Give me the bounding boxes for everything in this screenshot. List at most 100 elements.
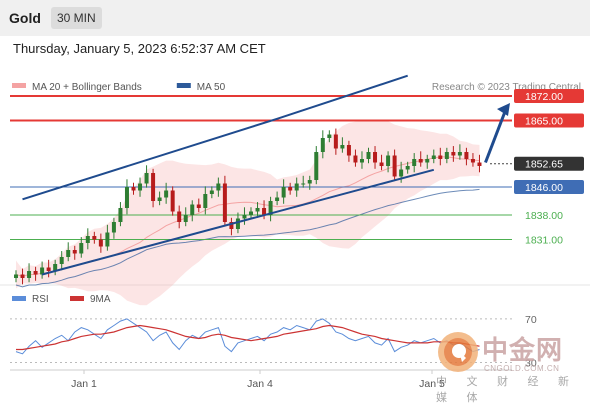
legend-label-0: MA 20 + Bollinger Bands [32, 82, 142, 93]
candle-body [366, 152, 371, 159]
candle-body [359, 159, 364, 163]
candle-body [255, 208, 260, 212]
candle-body [190, 204, 195, 215]
candle-body [307, 180, 312, 184]
candle-body [216, 183, 221, 191]
candle-body [320, 138, 325, 152]
candle-body [229, 222, 234, 229]
candle-body [105, 232, 110, 247]
chart-credit: Research © 2023 Trading Central [432, 82, 581, 93]
candle-body [288, 187, 293, 191]
rsi-level-label-0: 70 [525, 314, 537, 326]
candle-body [249, 211, 253, 215]
candle-body [170, 190, 175, 212]
rsi-legend-label-1: 9MA [90, 294, 111, 305]
candle-body [209, 190, 214, 194]
candle-body [183, 215, 188, 222]
candle-body [327, 134, 332, 138]
watermark-brand: 中金网 [482, 336, 564, 366]
level-tag-3 [514, 180, 584, 194]
x-tick-label-2: Jan 5 [419, 378, 445, 390]
candle-body [399, 169, 404, 177]
candle-body [14, 274, 18, 278]
candle-body [275, 197, 280, 201]
rsi-ma-line [16, 324, 480, 351]
candle-body [242, 215, 247, 219]
cngold-logo-icon [438, 332, 478, 372]
candle-body [477, 162, 482, 166]
candle-body [451, 152, 456, 156]
level-label-5: 1831.00 [525, 235, 563, 247]
timeframe-button[interactable]: 30 MIN [51, 7, 102, 29]
legend-swatch-0 [12, 83, 26, 88]
candle-body [294, 183, 299, 191]
candle-body [268, 201, 273, 215]
candle-body [203, 194, 208, 208]
candle-body [418, 159, 423, 163]
candle-body [464, 152, 469, 159]
candle-body [405, 166, 410, 170]
candle-body [40, 267, 45, 275]
level-tag-0 [514, 89, 584, 103]
candle-body [301, 183, 306, 185]
candle-body [425, 159, 430, 163]
rsi-line [15, 318, 480, 355]
cngold-watermark: 中金网 CNGOLD.COM.CN 中 文 财 经 新 媒 体 [436, 330, 586, 404]
x-tick-label-0: Jan 1 [71, 378, 97, 390]
channel-lower-line [41, 168, 435, 276]
header-bar: Gold 30 MIN [0, 0, 590, 36]
candle-body [346, 145, 351, 156]
candle-body [33, 271, 38, 275]
rsi-legend-label-0: RSI [32, 294, 49, 305]
candle-body [111, 222, 116, 233]
candle-body [124, 187, 129, 208]
candle-body [457, 152, 462, 156]
candle-body [20, 274, 25, 278]
candle-body [72, 250, 77, 254]
x-tick-label-1: Jan 4 [247, 378, 273, 390]
candle-body [333, 134, 338, 149]
asset-name: Gold [9, 10, 41, 26]
level-label-2: 1852.65 [525, 159, 563, 171]
legend-label-1: MA 50 [197, 82, 226, 93]
candle-body [314, 152, 319, 180]
candle-body [27, 271, 32, 278]
candle-body [392, 155, 397, 177]
ma50-line [15, 188, 480, 288]
candle-body [53, 264, 58, 271]
projection-arrow-line [484, 108, 508, 164]
candle-body [438, 155, 443, 159]
candle-body [222, 183, 227, 222]
candle-body [92, 236, 97, 240]
rsi-legend-swatch-0 [12, 296, 26, 301]
bollinger-band [16, 119, 480, 306]
candle-body [144, 173, 149, 184]
projection-arrow-head [497, 103, 510, 116]
candle-body [131, 187, 136, 191]
watermark-url: CNGOLD.COM.CN [484, 364, 560, 373]
rsi-legend-swatch-1 [70, 296, 84, 301]
candle-body [262, 208, 267, 215]
candle-body [386, 155, 391, 166]
candle-body [118, 208, 123, 222]
level-label-3: 1846.00 [525, 182, 563, 194]
candle-body [373, 152, 378, 163]
candle-body [98, 239, 103, 247]
channel-upper-line [22, 74, 409, 201]
candle-body [85, 236, 90, 243]
candle-body [196, 204, 201, 208]
candle-body [46, 267, 51, 271]
candle-body [138, 183, 143, 191]
candle-body [164, 190, 169, 198]
candle-body [379, 162, 384, 166]
level-tag-1 [514, 113, 584, 128]
candle-body [151, 173, 156, 201]
candle-body [79, 243, 84, 254]
candle-body [470, 159, 475, 163]
candle-body [340, 145, 345, 149]
level-label-1: 1865.00 [525, 116, 563, 128]
rsi-level-label-1: 30 [525, 358, 537, 370]
candle-body [157, 197, 162, 201]
level-tag-2 [514, 156, 584, 171]
candle-body [431, 155, 436, 159]
